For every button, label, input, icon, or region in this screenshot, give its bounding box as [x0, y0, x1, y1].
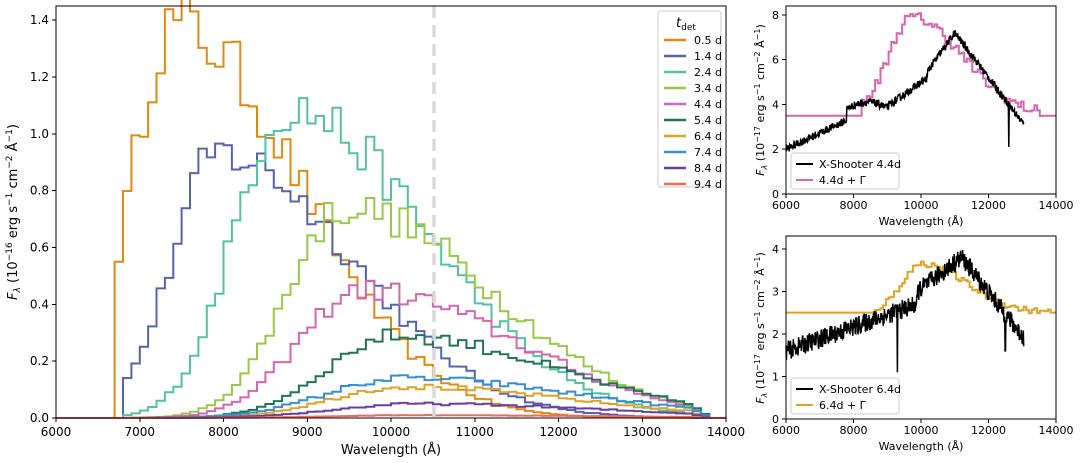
y-tick-label: 0.6	[30, 241, 49, 255]
model-curve	[786, 260, 1056, 315]
x-tick-label: 7000	[124, 425, 155, 439]
legend-label-model-4.4d: 4.4d + Γ	[819, 174, 867, 187]
bottom-right-legend: X-Shooter 6.4d 6.4d + Γ	[790, 377, 901, 415]
x-tick-label: 14000	[1039, 199, 1074, 212]
legend-label-xshooter-6.4d: X-Shooter 6.4d	[819, 383, 901, 396]
y-tick-label: 4	[772, 98, 779, 111]
y-tick-label: 4	[772, 243, 779, 256]
legend-label: 5.4 d	[694, 114, 722, 127]
bottom-right-x-axis-label: Wavelength (Å)	[879, 440, 964, 453]
y-tick-label: 0.0	[30, 411, 49, 425]
legend-box	[790, 152, 900, 190]
legend-label: 1.4 d	[694, 50, 722, 63]
observed-spectrum	[785, 29, 1025, 152]
series-line-3.4d	[56, 197, 726, 419]
model-curve	[786, 12, 1056, 117]
y-tick-label: 0.2	[30, 354, 49, 368]
main-y-axis-label: Fλ (10−16 erg s−1 cm−2 Å−1)	[5, 124, 23, 300]
x-tick-label: 14000	[707, 425, 745, 439]
observed-spectrum	[785, 249, 1025, 373]
bottom-right-comparison-plot: 6000 8000 10000 12000 14000 0 1 2 3 4 Wavelength…	[753, 235, 1074, 453]
bottom-right-y-ticks: 0 1 2 3 4	[772, 243, 786, 426]
x-tick-label: 11000	[456, 425, 494, 439]
y-tick-label: 0.4	[30, 297, 49, 311]
x-tick-label: 13000	[623, 425, 661, 439]
x-tick-label: 10000	[904, 199, 939, 212]
top-right-comparison-plot: 6000 8000 10000 12000 14000 0 2 4 6 8 Wavelength…	[753, 5, 1074, 228]
y-tick-label: 2	[772, 143, 779, 156]
bottom-right-y-axis-label: Fλ (10−17 erg s−1 cm−2 Å−1)	[753, 252, 769, 404]
x-tick-label: 10000	[372, 425, 410, 439]
legend-label: 9.4 d	[694, 178, 722, 191]
legend-label: 6.4 d	[694, 130, 722, 143]
x-tick-label: 12000	[971, 199, 1006, 212]
top-right-legend: X-Shooter 4.4d 4.4d + Γ	[790, 152, 901, 190]
top-right-y-ticks: 0 2 4 6 8	[772, 9, 786, 201]
main-x-axis-label: Wavelength (Å)	[341, 442, 441, 458]
y-tick-label: 1.4	[30, 13, 49, 27]
legend-title: tdet	[676, 16, 696, 33]
main-x-ticks: 6000 7000 8000 9000 10000 11000 12000 13000 1400…	[41, 418, 745, 439]
y-tick-label: 3	[772, 285, 779, 298]
top-right-y-axis-label: Fλ (10−17 erg s−1 cm−2 Å−1)	[753, 24, 769, 176]
y-tick-label: 1	[772, 370, 779, 383]
legend-label: 3.4 d	[694, 82, 722, 95]
x-tick-label: 12000	[971, 424, 1006, 437]
y-tick-label: 1.2	[30, 70, 49, 84]
legend-label: 0.5 d	[694, 34, 722, 47]
top-right-series-group	[785, 12, 1056, 152]
x-tick-label: 8000	[840, 199, 868, 212]
main-y-ticks: 0.0 0.2 0.4 0.6 0.8 1.0 1.2 1.4	[30, 13, 56, 425]
y-tick-label: 0	[772, 188, 779, 201]
main-legend: tdet 0.5 d 1.4 d 2.4 d 3.4 d 4.4 d 5.4 d 6.4 d…	[657, 10, 722, 191]
legend-label-xshooter-4.4d: X-Shooter 4.4d	[819, 158, 901, 171]
x-tick-label: 8000	[208, 425, 239, 439]
legend-label: 2.4 d	[694, 66, 722, 79]
legend-label: 8.4 d	[694, 162, 722, 175]
y-tick-label: 8	[772, 9, 779, 22]
y-tick-label: 6	[772, 54, 779, 67]
series-line-2.4d	[56, 97, 726, 419]
legend-label: 7.4 d	[694, 146, 722, 159]
bottom-right-series-group	[785, 249, 1056, 373]
main-series-group	[56, 0, 726, 419]
top-right-x-ticks: 6000 8000 10000 12000 14000	[772, 194, 1074, 212]
y-tick-label: 0	[772, 413, 779, 426]
x-tick-label: 12000	[539, 425, 577, 439]
x-tick-label: 8000	[840, 424, 868, 437]
series-line-1.4d	[56, 142, 726, 419]
x-tick-label: 6000	[772, 424, 800, 437]
legend-label: 4.4 d	[694, 98, 722, 111]
top-right-x-axis-label: Wavelength (Å)	[879, 215, 964, 228]
legend-box	[790, 377, 900, 415]
y-tick-label: 1.0	[30, 127, 49, 141]
x-tick-label: 6000	[41, 425, 72, 439]
x-tick-label: 14000	[1039, 424, 1074, 437]
y-tick-label: 2	[772, 328, 779, 341]
legend-label-model-6.4d: 6.4d + Γ	[819, 399, 867, 412]
main-spectra-plot: 6000 7000 8000 9000 10000 11000 12000 13000 1400…	[5, 0, 745, 458]
bottom-right-x-ticks: 6000 8000 10000 12000 14000	[772, 419, 1074, 437]
x-tick-label: 6000	[772, 199, 800, 212]
legend-items: 0.5 d 1.4 d 2.4 d 3.4 d 4.4 d 5.4 d 6.4 d 7.4 d…	[664, 34, 722, 191]
x-tick-label: 9000	[292, 425, 323, 439]
y-tick-label: 0.8	[30, 184, 49, 198]
x-tick-label: 10000	[904, 424, 939, 437]
